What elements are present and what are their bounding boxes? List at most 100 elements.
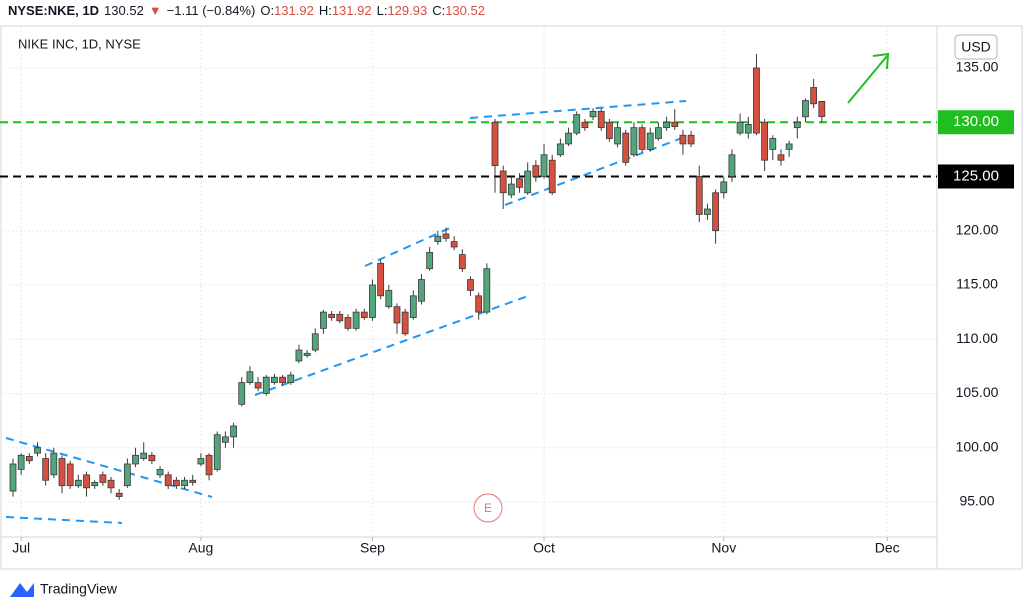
change: −1.11 (−0.84%)	[166, 3, 256, 18]
candle-body	[589, 110, 597, 118]
candle-body	[605, 121, 613, 139]
candle-body	[524, 170, 532, 194]
candle-body	[655, 127, 662, 139]
change-arrow: ▼	[148, 3, 162, 18]
candle-body	[401, 311, 409, 335]
low-value: 129.93	[387, 3, 428, 18]
candle-body	[532, 165, 540, 177]
candle-body	[303, 352, 311, 356]
candle-body	[614, 127, 621, 145]
low-label: L:	[376, 3, 388, 18]
last-price: 130.52	[104, 3, 144, 18]
candle-body	[352, 311, 360, 329]
candle-body	[115, 492, 123, 497]
trendlines	[5, 100, 687, 524]
trendline	[364, 227, 451, 267]
earnings-marker[interactable]	[473, 493, 503, 523]
candle-body	[630, 127, 638, 156]
currency-box[interactable]	[954, 34, 998, 60]
candle-body	[581, 121, 589, 129]
candle-body	[426, 252, 434, 270]
x-tick-label: Oct	[533, 540, 555, 556]
y-tick-label: 105.00	[956, 384, 999, 400]
candle-body	[556, 143, 564, 156]
candle-body	[565, 132, 572, 145]
candle-body	[695, 176, 703, 215]
level-label: 130.00	[953, 113, 999, 130]
trendline	[254, 295, 529, 396]
candle-body	[205, 454, 213, 476]
trendline	[504, 137, 683, 206]
candle-body	[254, 382, 262, 389]
x-tick-label: Aug	[188, 540, 213, 556]
candle-body	[42, 458, 50, 481]
candle-body	[679, 134, 687, 145]
candle-body	[573, 114, 581, 134]
candle-body	[320, 311, 327, 329]
candle-body	[646, 132, 654, 150]
candle-body	[712, 192, 719, 232]
candle-body	[458, 254, 466, 270]
candle-body	[230, 425, 237, 438]
candle-body	[123, 463, 131, 487]
candle-body	[418, 279, 425, 302]
symbol: NYSE:NKE, 1D	[8, 3, 100, 18]
candle-body	[744, 124, 752, 134]
candle-body	[802, 100, 809, 118]
candle-body	[271, 376, 278, 384]
candle-body	[66, 463, 74, 487]
candle-body	[287, 374, 295, 384]
level-box	[938, 164, 1014, 189]
candle-body	[132, 454, 139, 465]
candle-body	[540, 154, 548, 177]
candle-body	[9, 463, 17, 492]
candle-body	[295, 349, 303, 362]
candle-body	[189, 479, 197, 483]
candle-body	[507, 183, 515, 196]
candle-body	[50, 452, 58, 476]
candle-body	[393, 306, 401, 324]
candle-body	[548, 159, 556, 194]
candle-body	[213, 434, 221, 470]
candle-body	[687, 134, 695, 145]
candle-body	[736, 121, 744, 134]
x-tick-label: Dec	[875, 540, 900, 556]
open-label: O:	[260, 3, 275, 18]
candle-body	[516, 178, 523, 188]
candle-body	[74, 479, 82, 487]
candle-body	[753, 67, 760, 134]
candle-body	[83, 474, 90, 489]
y-tick-label: 135.00	[956, 59, 999, 75]
candle-body	[818, 101, 826, 117]
header: NYSE:NKE, 1D 130.52 ▼ −1.11 (−0.84%) O:1…	[8, 3, 485, 18]
candle-body	[475, 295, 483, 313]
open-value: 131.92	[274, 3, 314, 18]
candle-body	[25, 455, 33, 462]
candle-body	[17, 454, 25, 470]
candle-body	[499, 170, 507, 194]
candle-body	[622, 132, 630, 163]
candle-body	[467, 279, 474, 291]
candle-body	[483, 268, 491, 313]
candle-body	[336, 313, 344, 322]
candle-body	[450, 241, 458, 248]
candle-body	[156, 469, 164, 476]
currency: USD	[961, 39, 991, 55]
candle-body	[91, 482, 99, 487]
candle-body	[279, 376, 286, 384]
close-value: 130.52	[445, 3, 485, 18]
candle-body	[720, 181, 728, 194]
candle-body	[360, 311, 368, 318]
candle-body	[107, 479, 115, 489]
candle-body	[369, 284, 376, 318]
candle-body	[140, 452, 148, 459]
candle-body	[34, 447, 41, 454]
y-tick-label: 100.00	[956, 438, 999, 454]
candle-body	[761, 121, 769, 161]
candle-body	[810, 87, 818, 105]
high-value: 131.92	[331, 3, 372, 18]
candle-body	[164, 474, 172, 487]
arrow	[847, 52, 890, 104]
